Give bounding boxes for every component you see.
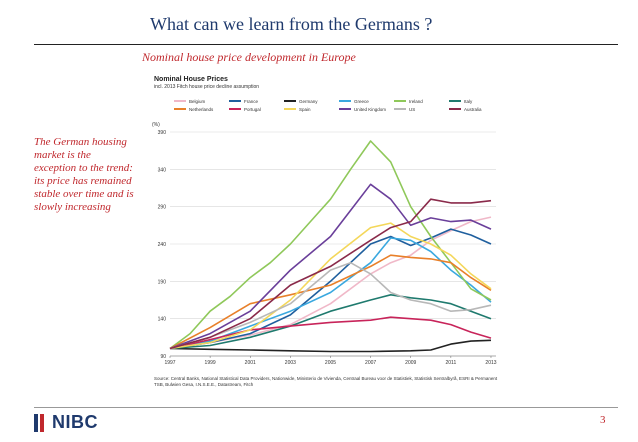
chart-source: Source: Central Banks, National Statisti… <box>154 376 498 387</box>
x-tick-label-7: 2011 <box>445 360 456 366</box>
series-line-3 <box>169 237 492 350</box>
house-price-chart: Nominal House Prices incl. 2013 Fitch ho… <box>140 70 508 404</box>
legend-label-2: Germany <box>299 99 318 104</box>
x-tick-label-3: 2003 <box>285 360 296 366</box>
series-line-9 <box>169 183 492 350</box>
title-rule-right <box>140 44 618 45</box>
series-line-5 <box>169 294 492 350</box>
legend-label-4: Ireland <box>409 99 423 104</box>
x-tick-label-0: 1997 <box>164 360 175 366</box>
chart-subtitle: incl. 2013 Fitch house price decline ass… <box>154 84 260 90</box>
series-line-2 <box>169 339 492 353</box>
y-tick-label-3: 240 <box>158 242 167 248</box>
series-line-10 <box>169 261 492 350</box>
y-axis-label: (%) <box>152 122 160 128</box>
legend-label-6: Netherlands <box>189 107 214 112</box>
page-number: 3 <box>600 414 606 426</box>
legend-label-10: US <box>409 107 415 112</box>
slide-subtitle: Nominal house price development in Europ… <box>142 50 356 64</box>
chart-title: Nominal House Prices <box>154 76 228 83</box>
y-tick-label-4: 290 <box>158 205 167 211</box>
y-tick-label-0: 90 <box>160 354 166 360</box>
footer-rule <box>34 407 618 408</box>
legend-label-0: Belgium <box>189 99 206 104</box>
series-line-11 <box>169 198 492 350</box>
legend-label-7: Portugal <box>244 107 261 112</box>
x-tick-label-6: 2009 <box>405 360 416 366</box>
series-line-4 <box>169 140 492 350</box>
slide-title: What can we learn from the Germans ? <box>150 14 433 34</box>
legend-label-5: Italy <box>464 99 473 104</box>
x-tick-label-5: 2007 <box>365 360 376 366</box>
side-note: The German housing market is the excepti… <box>34 136 134 213</box>
series-line-1 <box>169 228 492 350</box>
chart-svg: (%) 90 140 190 240 290 340 390 1997 1999 2001 2003 2… <box>152 99 497 366</box>
x-tick-label-1: 1999 <box>205 360 216 366</box>
legend-label-3: Greece <box>354 99 369 104</box>
y-tick-label-5: 340 <box>158 167 167 173</box>
logo-text: NIBC <box>52 412 98 432</box>
series-line-8 <box>169 222 492 350</box>
y-tick-label-6: 390 <box>158 130 167 136</box>
x-tick-label-4: 2005 <box>325 360 336 366</box>
legend-label-9: United Kingdom <box>354 107 386 112</box>
legend-label-8: Spain <box>299 107 311 112</box>
logo-mark-icon <box>34 413 46 432</box>
legend-label-11: Australia <box>464 107 482 112</box>
y-tick-label-1: 140 <box>158 317 167 323</box>
y-tick-label-2: 190 <box>158 279 167 285</box>
nibc-logo: NIBC <box>34 412 98 433</box>
series-line-6 <box>169 254 492 350</box>
title-rule-left <box>34 44 144 45</box>
legend-label-1: France <box>244 99 259 104</box>
series-line-0 <box>169 216 492 350</box>
x-tick-label-8: 2013 <box>485 360 496 366</box>
x-tick-label-2: 2001 <box>245 360 256 366</box>
